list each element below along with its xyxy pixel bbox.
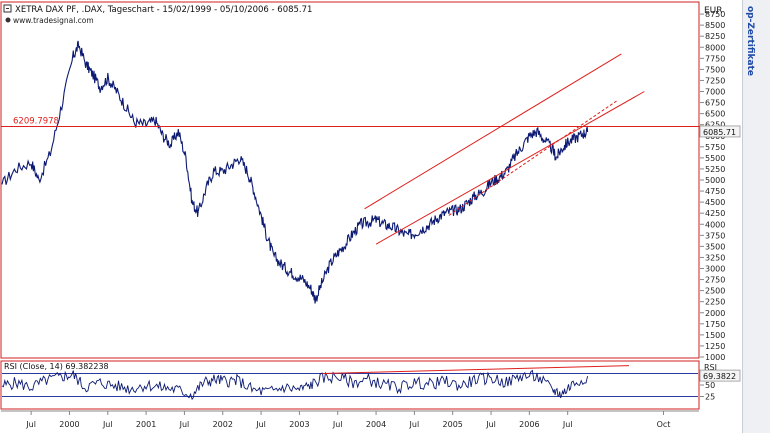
price-y-tick-label: 6750 (705, 99, 725, 108)
channel-line (364, 53, 622, 210)
last-price-box (699, 125, 741, 138)
currency-label: EUR (704, 6, 723, 16)
time-tick-label: 2000 (59, 420, 79, 429)
rsi-panel-label: RSI (704, 363, 717, 372)
time-tick-label: Jul (409, 420, 420, 429)
rsi-panel-border (0, 360, 700, 410)
rsi-series (1, 369, 589, 401)
price-y-tick-label: 7500 (705, 65, 725, 74)
price-annotations: 6209.7978 (1, 53, 703, 245)
time-tick-label: Jul (485, 420, 496, 429)
horizontal-level-label: 6209.7978 (13, 116, 59, 126)
price-y-tick-label: 6500 (705, 110, 725, 119)
time-tick-label: Jul (25, 420, 36, 429)
price-series (1, 40, 589, 304)
price-y-tick-label: 4750 (705, 187, 725, 196)
time-tick-label: 2002 (213, 420, 233, 429)
side-brand-panel: op-Zertifikate (742, 0, 770, 433)
rsi-last-value-box (699, 369, 741, 382)
price-y-tick-label: 2750 (705, 276, 725, 285)
price-y-tick-label: 5750 (705, 143, 725, 152)
source-label: www.tradesignal.com (13, 16, 94, 25)
price-y-tick-label: 5000 (705, 176, 725, 185)
time-tick-label: Jul (255, 420, 266, 429)
price-y-tick-label: 7250 (705, 76, 725, 85)
price-y-tick-label: 3500 (705, 242, 725, 251)
time-tick-label: 2006 (519, 420, 539, 429)
price-y-tick-label: 3000 (705, 265, 725, 274)
price-y-tick-label: 3750 (705, 231, 725, 240)
header: XETRA DAX PF, .DAX, Tageschart - 15/02/1… (3, 4, 312, 25)
time-tick-label: 2005 (443, 420, 463, 429)
copyright-dot-icon (5, 17, 11, 23)
price-y-tick-label: 8250 (705, 32, 725, 41)
price-y-tick-label: 4500 (705, 198, 725, 207)
price-y-tick-label: 1250 (705, 342, 725, 351)
price-y-axis: 1000 1250 1500 1750 2000 2250 2500 2750 3000 3250… (699, 10, 741, 362)
time-tick-label: Jul (562, 420, 573, 429)
price-y-tick-label: 1500 (705, 331, 725, 340)
price-y-tick-label: 7750 (705, 54, 725, 63)
rsi-trend-line (322, 365, 630, 374)
price-y-tick-label: 6250 (705, 121, 725, 130)
last-price-label: 6085.71 (703, 128, 736, 137)
price-y-tick-label: 3250 (705, 253, 725, 262)
rsi-grid (2, 373, 698, 397)
price-y-tick-label: 4000 (705, 220, 725, 229)
price-panel-border (0, 1, 700, 359)
rsi-annotations (322, 365, 630, 374)
rsi-y-tick-label: 25 (705, 393, 715, 402)
channel-line (375, 91, 645, 245)
price-y-tick-label: 7000 (705, 88, 725, 97)
price-y-tick-label: 4250 (705, 209, 725, 218)
price-y-tick-label: 8500 (705, 21, 725, 30)
price-y-tick-label: 2500 (705, 287, 725, 296)
price-y-tick-label: 5250 (705, 165, 725, 174)
rsi-last-value-label: 69.3822 (703, 372, 736, 381)
price-line (1, 40, 589, 304)
time-tick-label: Jul (102, 420, 113, 429)
channel-midline (448, 99, 618, 216)
time-tick-label: Oct (657, 420, 671, 429)
price-y-tick-label: 1000 (705, 353, 725, 362)
time-tick-label: 2003 (289, 420, 309, 429)
price-y-tick-label: 5500 (705, 154, 725, 163)
price-y-tick-label: 2000 (705, 309, 725, 318)
rsi-title: RSI (Close, 14) 69.382238 (4, 362, 109, 371)
price-y-tick-label: 1750 (705, 320, 725, 329)
price-y-tick-label: 8000 (705, 43, 725, 52)
rsi-line (1, 369, 589, 401)
price-y-tick-label: 2250 (705, 298, 725, 307)
side-brand-text: op-Zertifikate (745, 6, 755, 76)
time-axis: Jul 2000 Jul 2001 Jul 2002 Jul 2003 Jul 2004 Jul 20… (25, 411, 670, 429)
time-tick-label: Jul (332, 420, 343, 429)
time-tick-label: Jul (179, 420, 190, 429)
collapse-box-icon[interactable] (3, 4, 12, 13)
time-tick-label: 2001 (136, 420, 156, 429)
price-y-tick-label: 8750 (705, 10, 725, 19)
time-tick-label: 2004 (366, 420, 386, 429)
chart-title: XETRA DAX PF, .DAX, Tageschart - 15/02/1… (15, 5, 312, 15)
rsi-y-tick-label: 50 (705, 381, 715, 390)
